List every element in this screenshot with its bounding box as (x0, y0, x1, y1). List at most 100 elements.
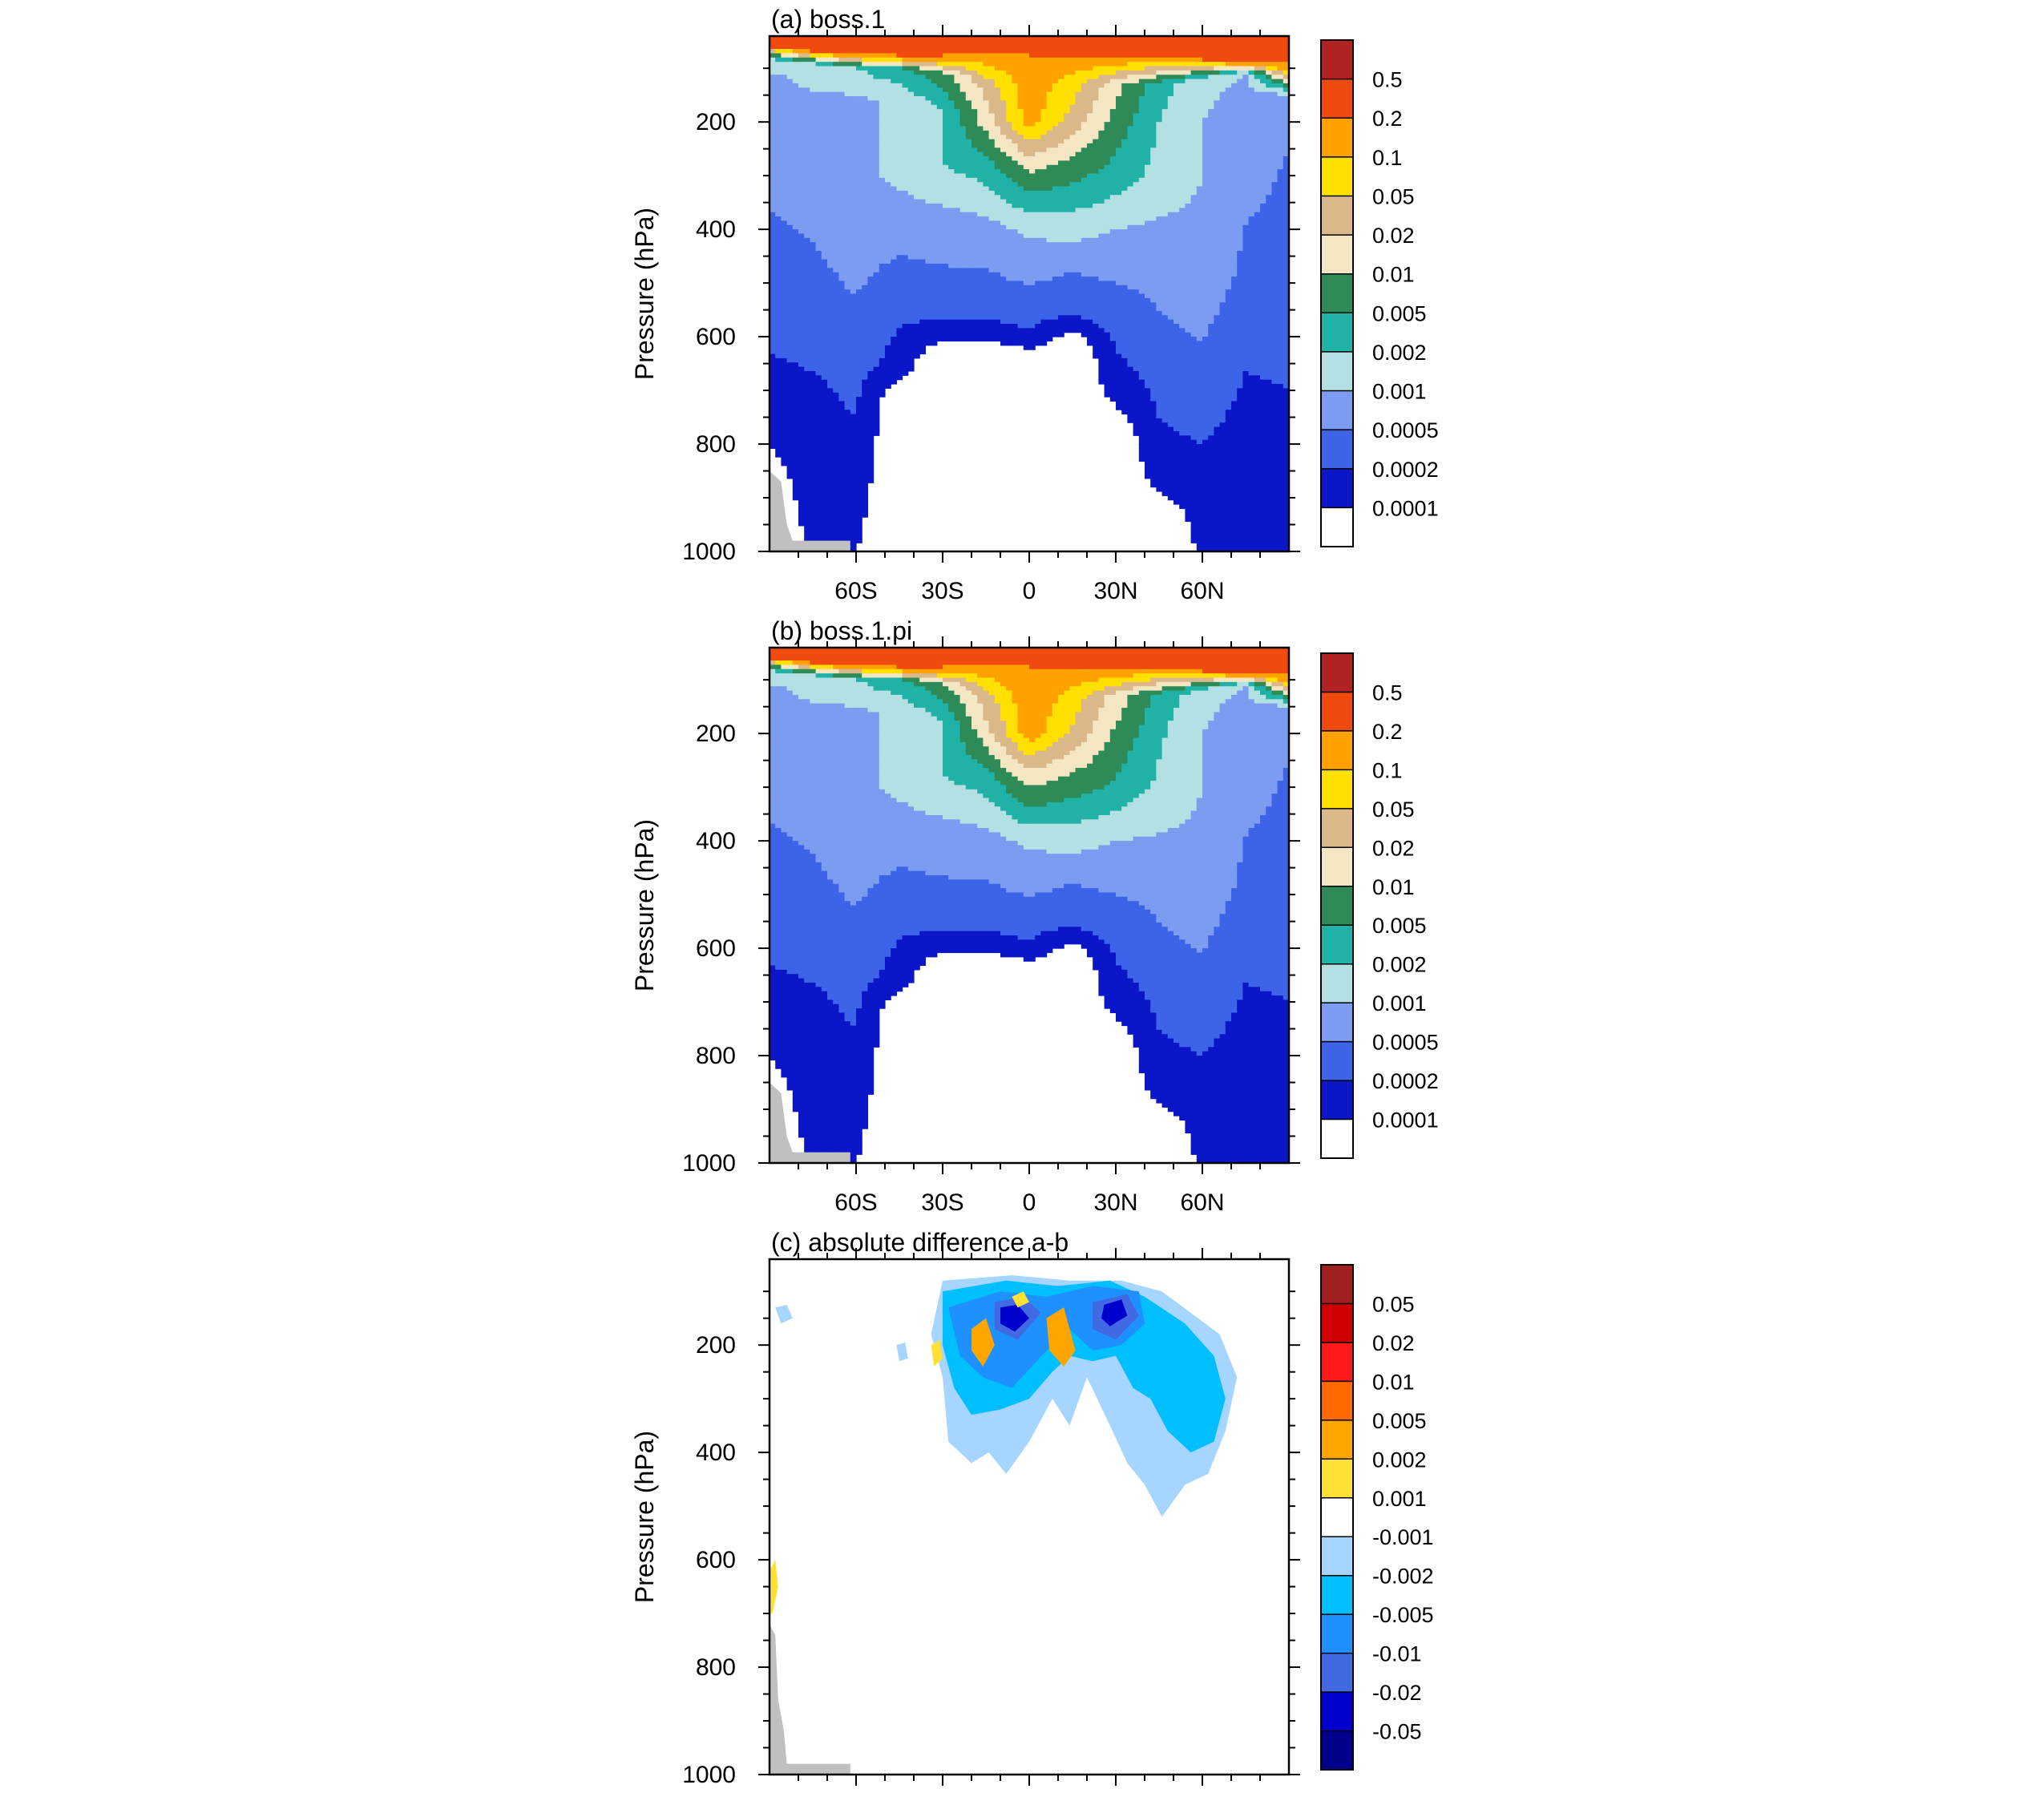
contour-cell (1006, 315, 1012, 321)
contour-cell (896, 36, 903, 41)
contour-cell (786, 345, 794, 350)
contour-cell (972, 160, 978, 166)
contour-cell (943, 277, 949, 282)
contour-cell (1098, 173, 1105, 179)
contour-cell (965, 177, 972, 183)
contour-cell (873, 405, 880, 410)
contour-cell (879, 293, 886, 299)
contour-cell (856, 96, 862, 101)
contour-cell (1052, 164, 1059, 170)
contour-cell (988, 164, 996, 170)
contour-cell (943, 173, 949, 179)
contour-cell (896, 220, 903, 226)
contour-cell (1035, 40, 1041, 46)
contour-cell (1081, 130, 1088, 135)
contour-cell (1035, 164, 1041, 170)
contour-cell (994, 259, 1001, 264)
contour-cell (1069, 173, 1077, 179)
contour-cell (879, 40, 886, 46)
contour-cell (1006, 79, 1012, 84)
contour-cell (838, 487, 846, 492)
contour-cell (1075, 277, 1082, 282)
contour-cell (1069, 100, 1077, 106)
contour-cell (873, 40, 880, 46)
contour-cell (850, 405, 857, 410)
contour-cell (1000, 268, 1007, 273)
contour-cell (821, 324, 828, 329)
contour-cell (943, 135, 949, 140)
contour-cell (862, 430, 868, 436)
contour-cell (896, 130, 903, 135)
contour-cell (838, 392, 846, 398)
contour-cell (775, 422, 782, 428)
contour-cell (1040, 195, 1048, 200)
contour-cell (804, 517, 810, 523)
contour-cell (850, 182, 857, 188)
contour-cell (1098, 366, 1105, 372)
contour-cell (885, 66, 891, 71)
contour-cell (988, 40, 996, 46)
contour-cell (948, 109, 955, 115)
contour-cell (959, 126, 967, 131)
contour-cell (850, 79, 857, 84)
contour-cell (786, 401, 794, 406)
contour-cell (838, 410, 846, 415)
contour-cell (792, 53, 799, 59)
contour-cell (850, 392, 857, 398)
contour-cell (914, 345, 920, 350)
contour-cell (936, 182, 943, 188)
contour-cell (1069, 36, 1077, 41)
contour-cell (815, 337, 822, 342)
contour-cell (972, 83, 978, 88)
contour-cell (1064, 57, 1070, 63)
contour-cell (804, 306, 810, 312)
contour-cell (775, 237, 782, 243)
contour-cell (862, 44, 868, 50)
contour-cell (1035, 259, 1041, 264)
contour-cell (850, 379, 857, 385)
contour-cell (838, 66, 846, 71)
contour-cell (896, 328, 903, 333)
contour-cell (804, 96, 810, 101)
contour-cell (977, 44, 984, 50)
contour-cell (792, 491, 799, 496)
contour-cell (896, 53, 903, 59)
contour-cell (977, 272, 984, 277)
contour-cell (810, 401, 817, 406)
contour-cell (781, 173, 788, 179)
contour-cell (1087, 117, 1093, 123)
contour-cell (856, 83, 862, 88)
contour-cell (821, 392, 828, 398)
contour-cell (1017, 203, 1024, 208)
contour-cell (862, 147, 868, 153)
contour-cell (1023, 208, 1030, 213)
contour-cell (948, 319, 955, 325)
contour-cell (879, 315, 886, 321)
contour-cell (954, 212, 961, 217)
contour-cell (1000, 293, 1007, 299)
contour-cell (959, 139, 967, 144)
contour-cell (994, 195, 1001, 200)
contour-cell (885, 151, 891, 157)
contour-cell (1006, 302, 1012, 308)
contour-cell (867, 49, 875, 55)
contour-cell (994, 62, 1001, 67)
contour-cell (1046, 44, 1053, 50)
contour-cell (936, 122, 943, 127)
contour-cell (781, 439, 788, 445)
contour-cell (862, 224, 868, 230)
contour-cell (1035, 156, 1041, 161)
contour-cell (815, 263, 822, 269)
contour-cell (838, 418, 846, 423)
contour-cell (873, 173, 880, 179)
contour-cell (850, 521, 857, 527)
contour-cell (931, 96, 938, 101)
contour-cell (792, 250, 799, 256)
contour-cell (879, 242, 886, 248)
contour-cell (798, 151, 805, 157)
contour-cell (925, 268, 932, 273)
contour-cell (925, 297, 932, 303)
contour-cell (925, 212, 932, 217)
contour-cell (1017, 272, 1024, 277)
contour-cell (1017, 147, 1024, 153)
